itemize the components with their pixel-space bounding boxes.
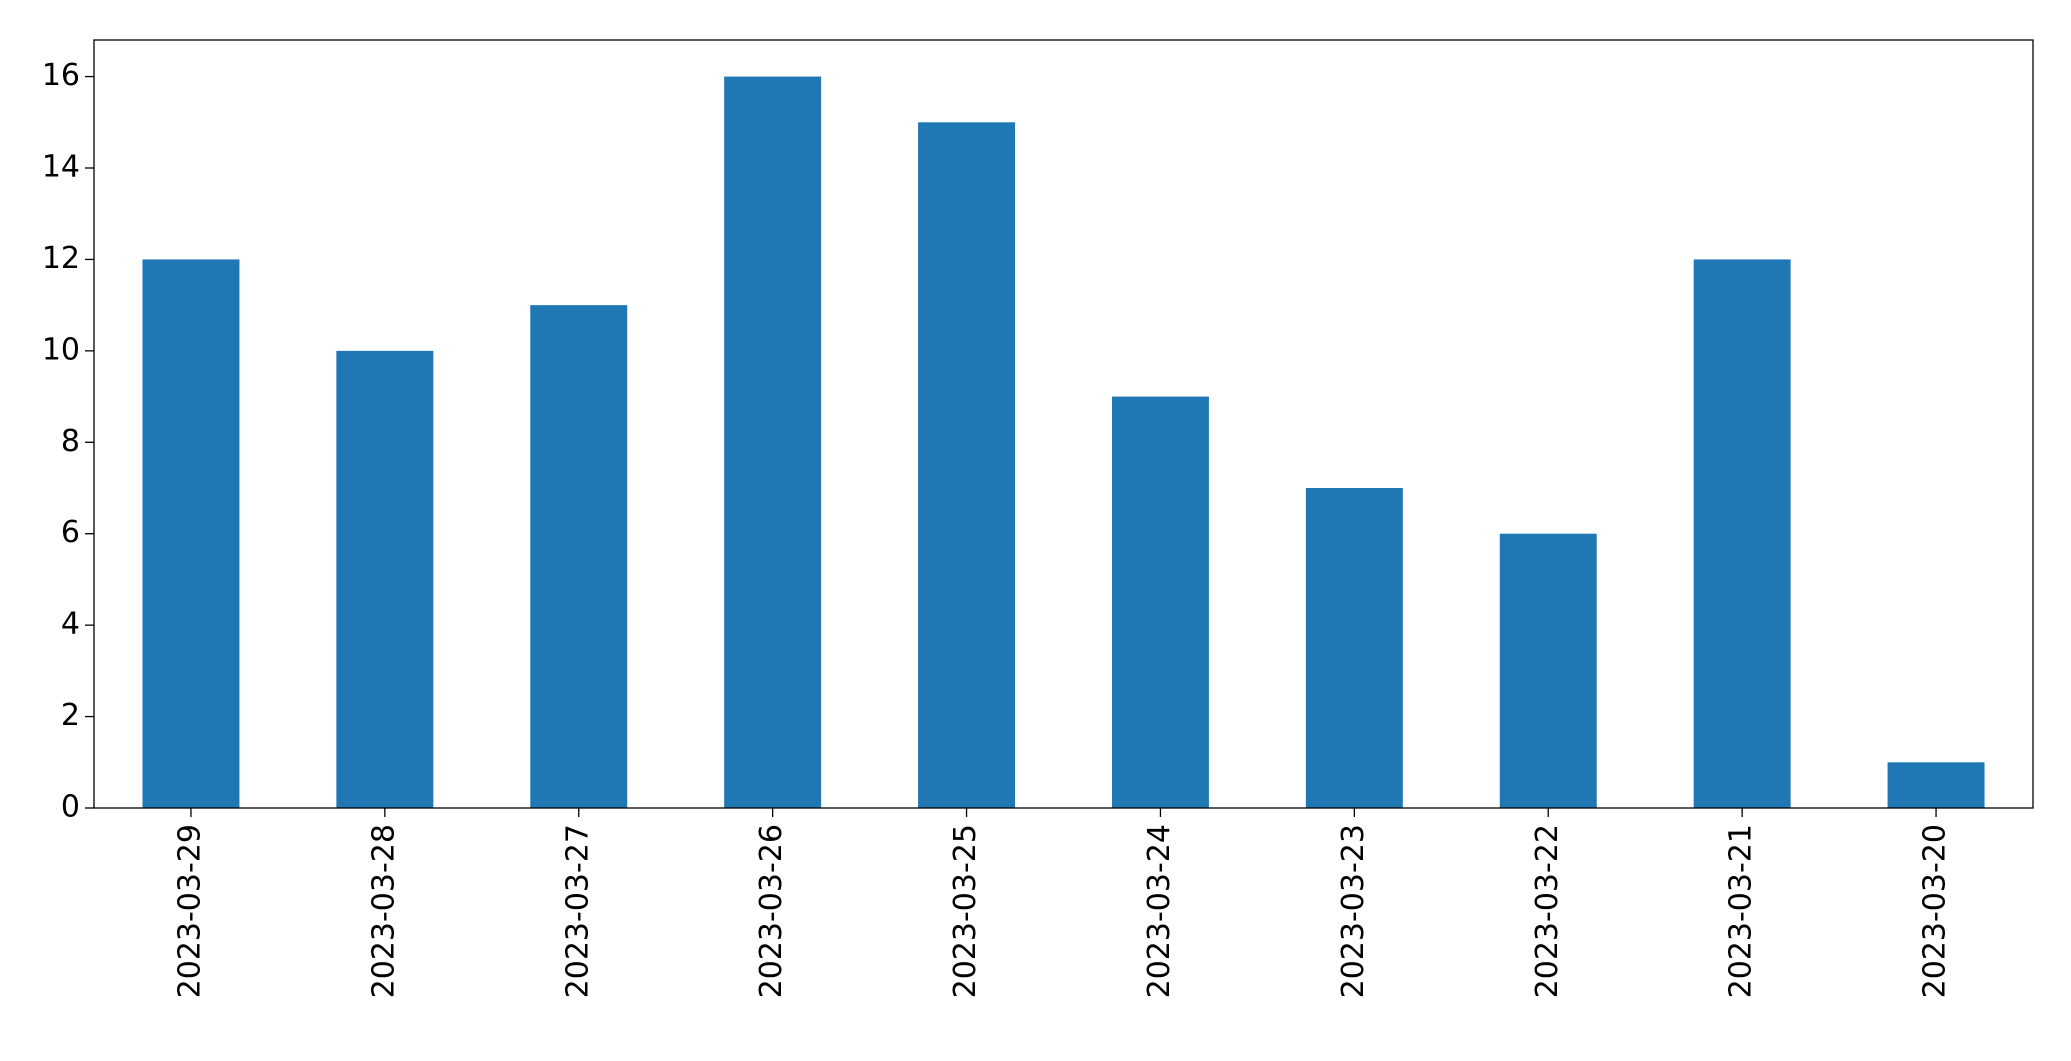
y-tick-label: 2	[61, 698, 80, 733]
x-tick-label: 2023-03-26	[754, 824, 789, 998]
x-tick-label: 2023-03-27	[560, 824, 595, 998]
y-tick-label: 14	[42, 150, 80, 185]
y-tick-label: 4	[61, 607, 80, 642]
bar	[530, 305, 628, 808]
x-tick-label: 2023-03-25	[948, 824, 983, 998]
bar	[1693, 259, 1791, 808]
x-tick-label: 2023-03-24	[1142, 824, 1177, 998]
bar	[142, 259, 240, 808]
y-tick-label: 6	[61, 515, 80, 550]
y-tick-label: 12	[42, 241, 80, 276]
bar	[1499, 533, 1597, 808]
bar	[724, 76, 822, 809]
bar	[1305, 488, 1403, 808]
y-tick-label: 16	[42, 58, 80, 93]
y-tick-label: 0	[61, 790, 80, 825]
bar	[918, 122, 1016, 809]
bar	[336, 350, 434, 808]
bar	[1887, 762, 1985, 808]
bar	[1111, 396, 1209, 808]
x-tick-label: 2023-03-20	[1918, 824, 1953, 998]
x-tick-label: 2023-03-29	[172, 824, 207, 998]
x-tick-label: 2023-03-28	[366, 824, 401, 998]
x-tick-label: 2023-03-22	[1530, 824, 1565, 998]
plot-frame	[93, 39, 2034, 809]
x-tick-label: 2023-03-21	[1724, 824, 1759, 998]
y-tick-label: 8	[61, 424, 80, 459]
y-tick-label: 10	[42, 332, 80, 367]
x-tick-label: 2023-03-23	[1336, 824, 1371, 998]
